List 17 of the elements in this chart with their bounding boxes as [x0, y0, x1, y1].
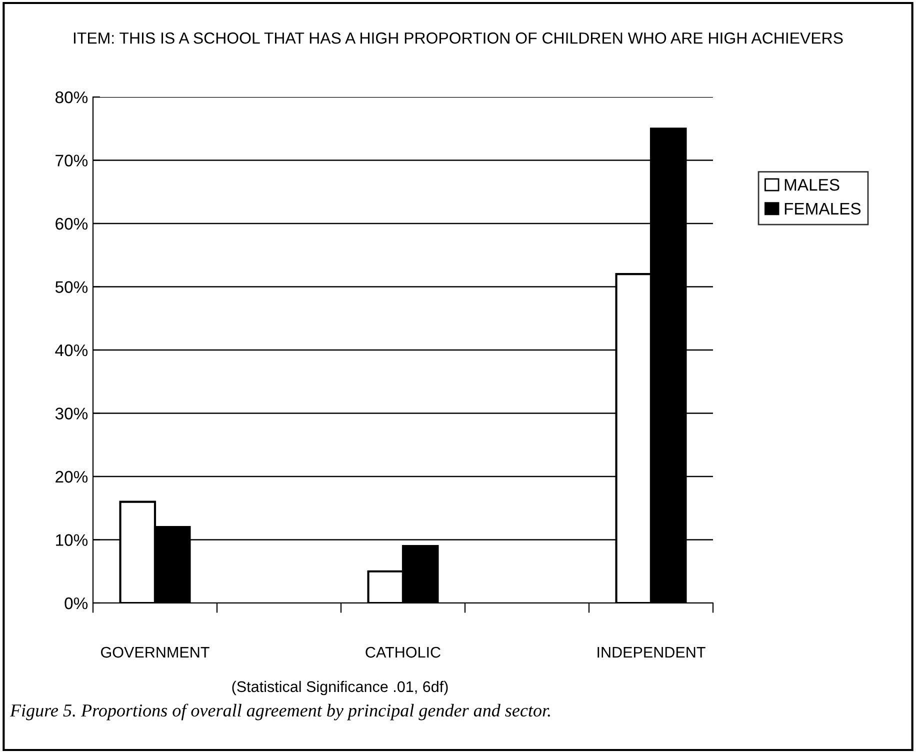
y-tick-label: 40%: [55, 344, 88, 356]
text: (Statistical Significance .01, 6df): [232, 680, 448, 696]
caption: Figure 5. Proportions of overall agreement by principal gender and sector.: [10, 704, 550, 720]
y-tick-label: 60%: [56, 218, 88, 230]
y-tick-label: 30%: [55, 408, 88, 420]
y-tick-label: 0%: [64, 597, 88, 610]
y-tick-label: 80%: [56, 91, 88, 104]
x-tick-label: INDEPENDENT: [598, 647, 706, 658]
chart-title: ITEM: THIS IS A SCHOOL THAT HAS A HIGH PROPORTION OF CHILDREN WHO ARE HIGH ACHIEVERS: [74, 32, 843, 44]
y-tick-label: 10%: [56, 534, 88, 546]
x-tick-label: GOVERNMENT: [101, 646, 210, 658]
legend-label: FEMALES: [784, 202, 861, 215]
y-tick-label: 70%: [56, 154, 88, 166]
y-tick-label: 50%: [55, 281, 88, 293]
x-tick-label: CATHOLIC: [366, 646, 440, 658]
legend-label: MALES: [784, 178, 840, 191]
y-tick-label: 20%: [56, 470, 88, 483]
